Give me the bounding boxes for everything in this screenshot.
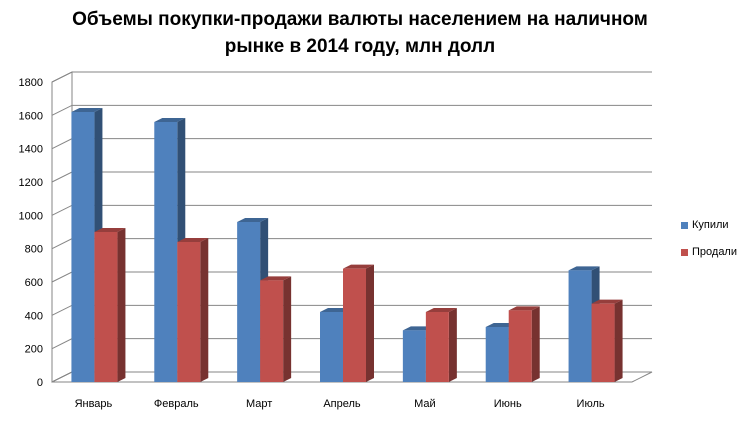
y-tick-label: 1200: [19, 177, 43, 189]
bar-front: [508, 310, 532, 382]
bar-side: [200, 238, 209, 382]
x-tick-label: Май: [414, 398, 436, 410]
legend: Купили Продали: [681, 218, 737, 272]
x-tick-label: Июнь: [494, 398, 522, 410]
y-tick-label: 600: [25, 277, 43, 289]
y-tick-label: 400: [25, 310, 43, 322]
bar-side: [614, 299, 623, 382]
bar-top: [94, 228, 126, 232]
bar-sold: [94, 228, 126, 382]
y-tick-label: 800: [25, 244, 43, 256]
bar-front: [94, 232, 118, 382]
y-tick-label: 1400: [19, 144, 43, 156]
bar-front: [320, 312, 343, 382]
gridline: [51, 204, 652, 216]
bar-top: [71, 108, 103, 112]
bar-top: [154, 118, 186, 122]
bar-front: [71, 112, 95, 382]
y-tick-label: 1600: [19, 110, 43, 122]
y-tick-label: 200: [25, 344, 43, 356]
bar-side: [531, 306, 540, 382]
legend-item: Купили: [681, 218, 737, 232]
x-tick-labels: Январь Февраль Март Апрель Май Июнь Июль: [75, 398, 605, 410]
bar-top: [343, 264, 374, 269]
gridline: [51, 171, 652, 183]
legend-swatch: [681, 248, 688, 256]
bar-sold: [425, 308, 457, 382]
x-tick-label: Апрель: [323, 398, 361, 410]
bar-top: [425, 308, 457, 312]
bar-sold: [508, 306, 540, 382]
bar-top: [237, 218, 269, 222]
bar-side: [283, 276, 292, 382]
bar-top: [568, 266, 600, 271]
y-tick-label: 0: [37, 377, 43, 389]
side-wall: [51, 71, 73, 383]
x-tick-label: Январь: [75, 398, 113, 410]
x-tick-label: Февраль: [154, 398, 199, 410]
bar-front: [154, 122, 178, 382]
bar-front: [591, 303, 615, 382]
bar-front: [343, 268, 366, 382]
bar-front: [260, 280, 284, 382]
bar-side: [366, 264, 374, 382]
bar-top: [591, 299, 623, 304]
y-tick-label: 1800: [19, 77, 43, 89]
chart-title: Объемы покупки-продажи валюты населением…: [72, 9, 648, 57]
bars: [71, 108, 623, 382]
legend-label: Продали: [692, 246, 737, 258]
bar-sold: [177, 238, 209, 382]
x-tick-label: Июль: [577, 398, 605, 410]
bar-sold: [343, 264, 374, 382]
bar-front: [568, 270, 592, 382]
gridline: [51, 238, 652, 250]
x-tick-label: Март: [246, 398, 272, 410]
bar-front: [402, 330, 426, 382]
bar-top: [260, 276, 292, 281]
bar-sold: [260, 276, 292, 382]
bar-top: [177, 238, 209, 242]
bar-sold: [591, 299, 623, 382]
legend-label: Купили: [692, 219, 729, 231]
y-tick-label: 1000: [19, 210, 43, 222]
bar-front: [177, 242, 201, 382]
legend-item: Продали: [681, 245, 737, 259]
legend-swatch: [681, 221, 688, 229]
bar-side: [117, 228, 126, 382]
gridline: [51, 104, 652, 116]
bar-top: [508, 306, 540, 311]
y-tick-labels: 0 200 400 600 800 1000 1200 1400 1600 1800: [19, 77, 43, 389]
bar-front: [485, 327, 509, 382]
bar-front: [425, 312, 449, 382]
bar-side: [448, 308, 457, 382]
gridline: [51, 71, 652, 83]
bar-front: [237, 222, 261, 382]
gridline: [51, 138, 652, 150]
